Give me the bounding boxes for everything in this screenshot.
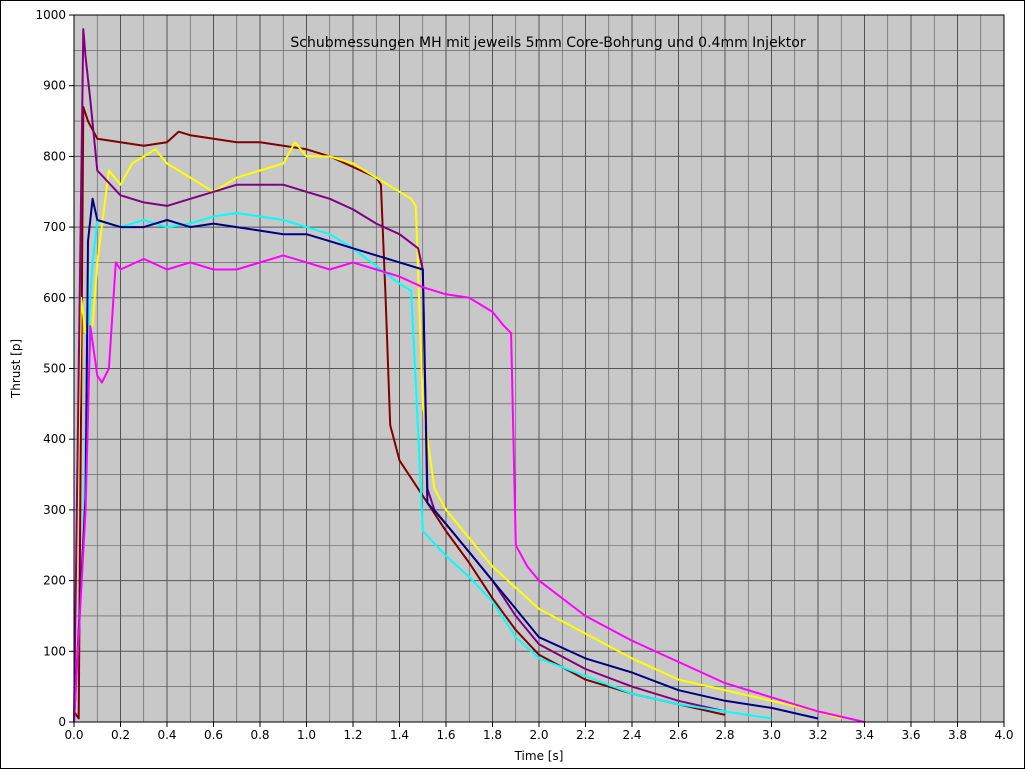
x-tick-label: 0.6 [204,728,223,742]
x-tick-label: 1.6 [436,728,455,742]
x-tick-label: 0.0 [64,728,83,742]
x-tick-label: 1.2 [343,728,362,742]
x-tick-label: 2.0 [529,728,548,742]
x-tick-label: 4.0 [994,728,1013,742]
y-axis-title: Thrust [p] [9,339,23,399]
series-line-2 [73,141,842,723]
y-tick-label: 500 [43,362,66,376]
series-line-3 [73,28,726,723]
x-tick-label: 0.8 [250,728,269,742]
x-tick-label: 2.2 [576,728,595,742]
chart-title: Schubmessungen MH mit jeweils 5mm Core-B… [290,35,805,51]
x-tick-label: 1.0 [297,728,316,742]
y-tick-label: 400 [43,432,66,446]
x-tick-label: 1.8 [483,728,502,742]
y-axis-ticks: 0 100 200 300 400 500 600 700 800 900 1000 [35,8,74,729]
x-tick-label: 2.4 [622,728,641,742]
x-tick-label: 0.4 [157,728,176,742]
series-line-1 [73,105,726,720]
x-tick-label: 1.4 [390,728,409,742]
x-tick-label: 3.4 [855,728,874,742]
y-tick-label: 800 [43,149,66,163]
x-tick-label: 2.8 [715,728,734,742]
y-tick-label: 100 [43,644,66,658]
x-axis-title: Time [s] [514,749,564,763]
y-tick-label: 600 [43,291,66,305]
grid [73,14,1005,723]
y-tick-label: 0 [58,715,66,729]
y-tick-label: 700 [43,220,66,234]
y-tick-label: 900 [43,79,66,93]
y-tick-label: 200 [43,574,66,588]
series-line-6 [73,254,865,723]
x-tick-label: 3.6 [901,728,920,742]
x-tick-label: 0.2 [111,728,130,742]
x-axis-ticks: 0.0 0.2 0.4 0.6 0.8 1.0 1.2 1.4 1.6 1.8 2.0 2.2 2.4 2… [64,722,1014,742]
series-layer [73,28,865,723]
y-tick-label: 300 [43,503,66,517]
series-line-5 [73,197,819,723]
x-tick-label: 2.6 [669,728,688,742]
x-tick-label: 3.0 [762,728,781,742]
x-tick-label: 3.8 [948,728,967,742]
y-tick-label: 1000 [35,8,66,22]
x-tick-label: 3.2 [808,728,827,742]
